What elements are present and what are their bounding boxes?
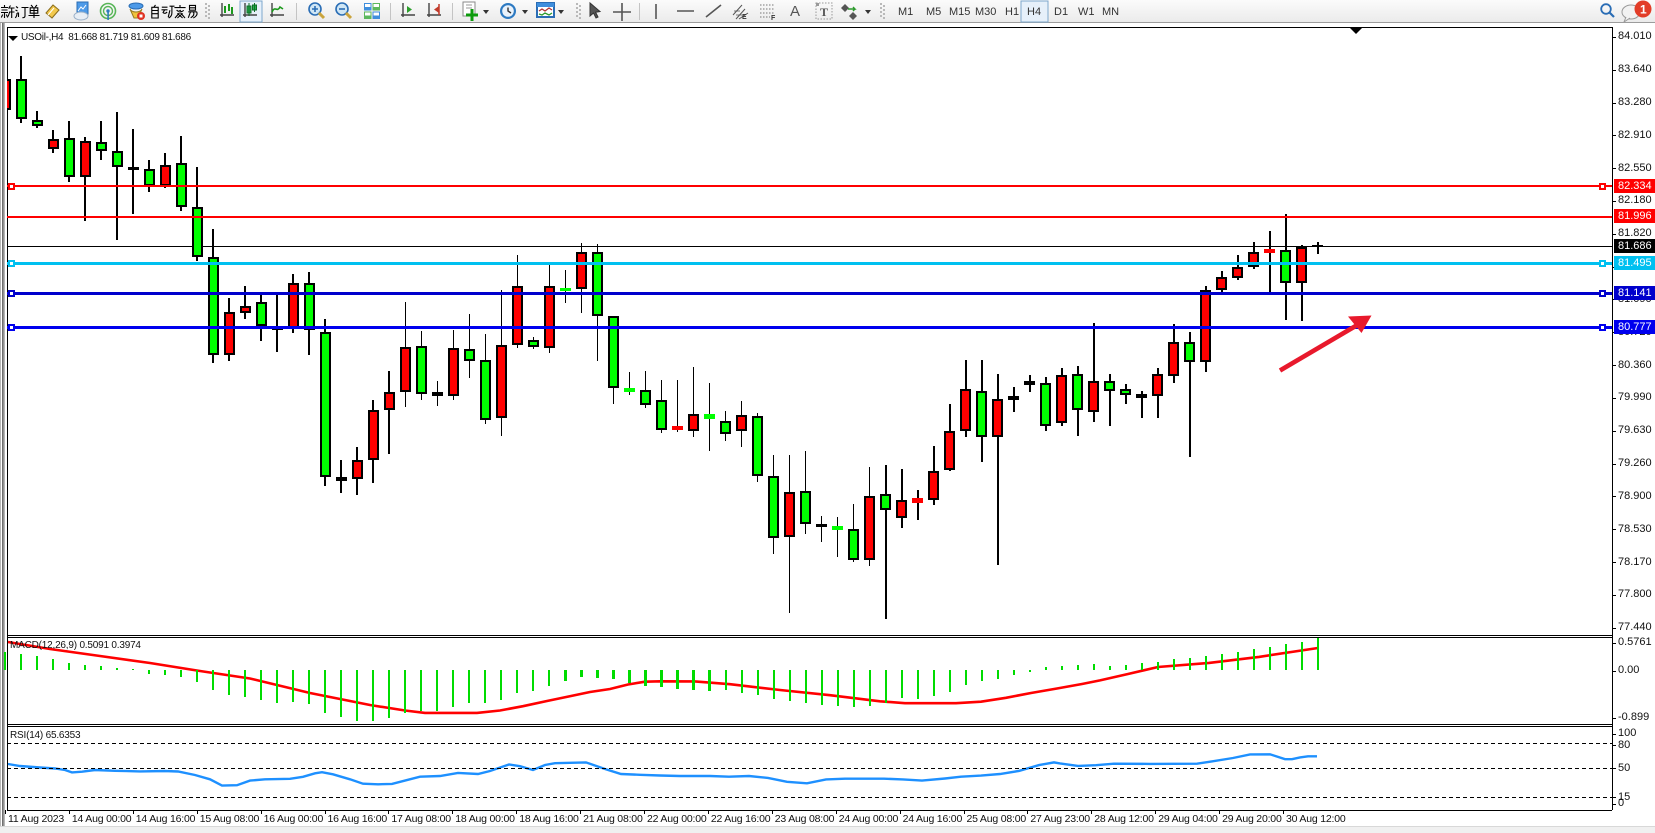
svg-text:1: 1 [1640, 3, 1647, 17]
svg-text:F: F [771, 15, 776, 22]
svg-text:E: E [742, 14, 747, 21]
svg-text:T: T [820, 5, 828, 19]
svg-text:A: A [790, 3, 800, 20]
